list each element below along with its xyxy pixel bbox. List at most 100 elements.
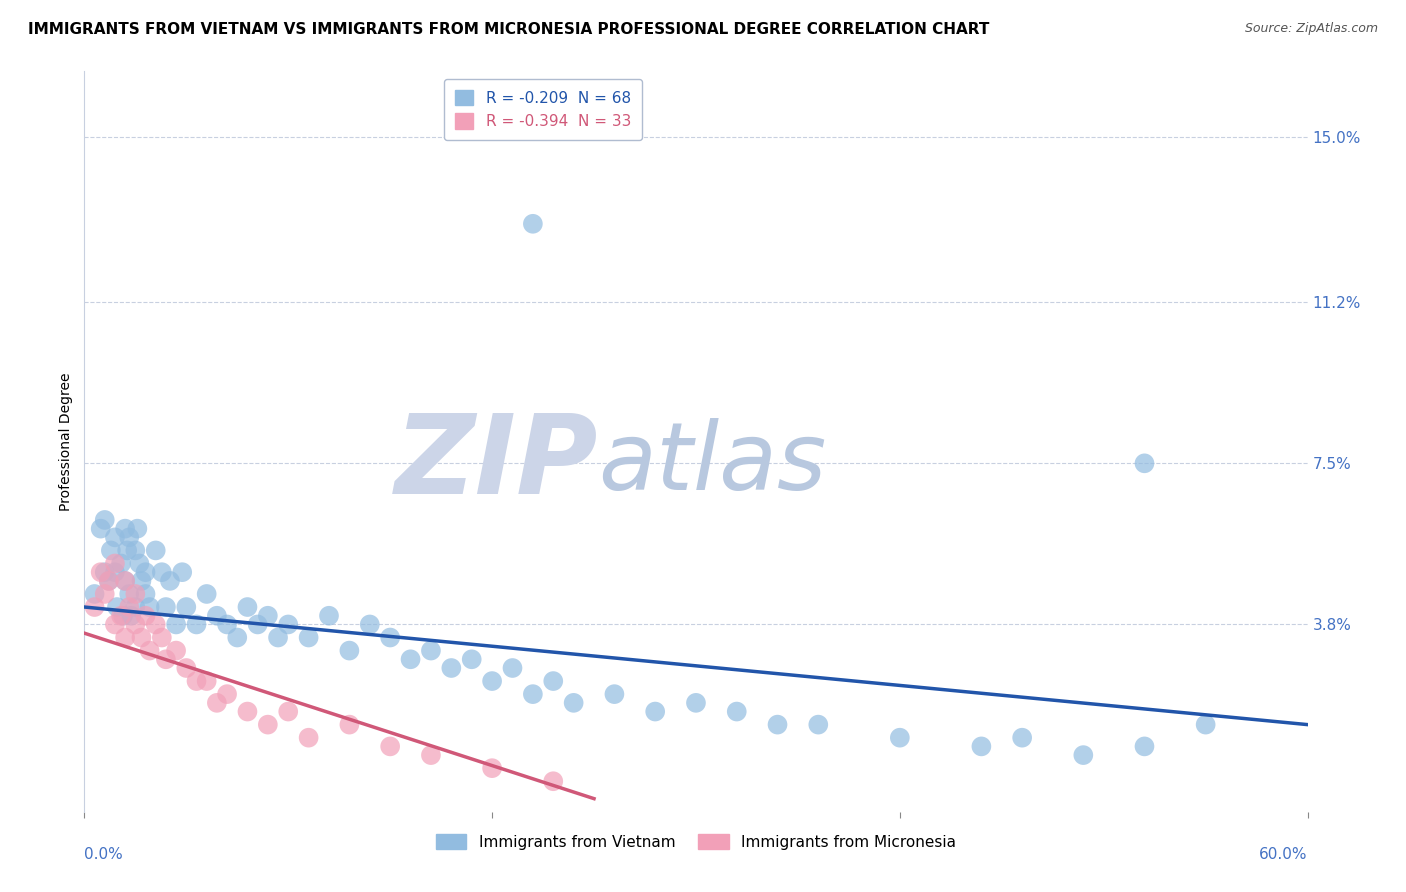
Point: [766, 717, 789, 731]
Point: [145, 543, 167, 558]
Point: [1073, 748, 1095, 763]
Point: [118, 600, 141, 615]
Point: [93, 587, 115, 601]
Point: [165, 643, 187, 657]
Point: [339, 717, 361, 731]
Point: [298, 631, 321, 645]
Point: [104, 565, 127, 579]
Point: [217, 687, 239, 701]
Point: [172, 565, 194, 579]
Point: [174, 661, 197, 675]
Point: [118, 530, 141, 544]
Point: [522, 217, 544, 231]
Point: [359, 617, 381, 632]
Point: [124, 617, 146, 632]
Point: [127, 522, 149, 536]
Point: [502, 661, 524, 675]
Point: [165, 617, 187, 632]
Point: [1133, 456, 1156, 470]
Text: Source: ZipAtlas.com: Source: ZipAtlas.com: [1244, 22, 1378, 36]
Point: [267, 631, 290, 645]
Point: [90, 522, 112, 536]
Point: [155, 652, 177, 666]
Point: [112, 608, 135, 623]
Point: [481, 761, 503, 775]
Point: [440, 661, 463, 675]
Y-axis label: Professional Degree: Professional Degree: [59, 372, 73, 511]
Text: atlas: atlas: [598, 418, 827, 509]
Point: [150, 631, 173, 645]
Point: [104, 617, 127, 632]
Point: [1195, 717, 1218, 731]
Point: [114, 522, 136, 536]
Point: [114, 631, 136, 645]
Point: [135, 565, 157, 579]
Point: [131, 631, 153, 645]
Point: [257, 717, 280, 731]
Point: [1133, 739, 1156, 754]
Point: [277, 705, 299, 719]
Point: [1011, 731, 1033, 745]
Text: 60.0%: 60.0%: [1260, 847, 1308, 862]
Text: ZIP: ZIP: [395, 410, 598, 517]
Point: [150, 565, 173, 579]
Point: [114, 574, 136, 588]
Point: [83, 587, 105, 601]
Point: [186, 674, 208, 689]
Point: [100, 543, 122, 558]
Point: [205, 608, 228, 623]
Point: [205, 696, 228, 710]
Point: [246, 617, 269, 632]
Point: [90, 565, 112, 579]
Point: [277, 617, 299, 632]
Point: [257, 608, 280, 623]
Point: [83, 600, 105, 615]
Point: [318, 608, 340, 623]
Point: [145, 617, 167, 632]
Point: [543, 774, 565, 789]
Point: [461, 652, 484, 666]
Point: [120, 608, 142, 623]
Point: [138, 643, 160, 657]
Point: [217, 617, 239, 632]
Point: [420, 748, 443, 763]
Point: [685, 696, 707, 710]
Point: [124, 587, 146, 601]
Point: [420, 643, 443, 657]
Point: [889, 731, 911, 745]
Point: [159, 574, 181, 588]
Point: [174, 600, 197, 615]
Point: [118, 587, 141, 601]
Text: IMMIGRANTS FROM VIETNAM VS IMMIGRANTS FROM MICRONESIA PROFESSIONAL DEGREE CORREL: IMMIGRANTS FROM VIETNAM VS IMMIGRANTS FR…: [28, 22, 990, 37]
Point: [339, 643, 361, 657]
Point: [97, 574, 120, 588]
Point: [522, 687, 544, 701]
Point: [124, 600, 146, 615]
Point: [104, 530, 127, 544]
Point: [603, 687, 626, 701]
Point: [93, 565, 115, 579]
Point: [298, 731, 321, 745]
Point: [93, 513, 115, 527]
Point: [725, 705, 748, 719]
Point: [186, 617, 208, 632]
Point: [131, 574, 153, 588]
Point: [195, 674, 218, 689]
Point: [115, 543, 138, 558]
Point: [135, 587, 157, 601]
Point: [380, 631, 402, 645]
Point: [807, 717, 830, 731]
Point: [226, 631, 249, 645]
Legend: Immigrants from Vietnam, Immigrants from Micronesia: Immigrants from Vietnam, Immigrants from…: [430, 828, 962, 856]
Point: [236, 600, 259, 615]
Point: [138, 600, 160, 615]
Point: [155, 600, 177, 615]
Point: [105, 600, 128, 615]
Point: [110, 608, 132, 623]
Point: [97, 574, 120, 588]
Point: [562, 696, 585, 710]
Point: [543, 674, 565, 689]
Point: [135, 608, 157, 623]
Point: [644, 705, 666, 719]
Point: [399, 652, 422, 666]
